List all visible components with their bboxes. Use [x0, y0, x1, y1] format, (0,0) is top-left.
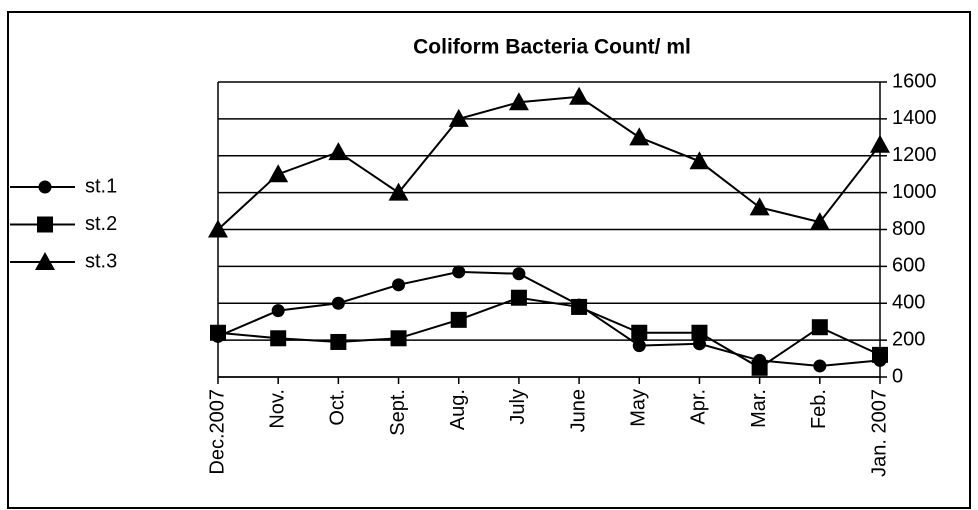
- y-tick-label: 400: [892, 292, 925, 314]
- point: [870, 134, 890, 153]
- point: [330, 333, 347, 350]
- x-tick-label: Mar.: [748, 389, 770, 428]
- x-tick-label: Jan. 2007: [868, 389, 890, 477]
- legend-marker: [38, 180, 52, 194]
- series-line: [217, 296, 881, 369]
- legend-label: st.1: [85, 175, 117, 197]
- point: [569, 86, 590, 105]
- x-tick-label: Sept.: [387, 389, 409, 436]
- point: [689, 151, 710, 170]
- point: [813, 359, 827, 373]
- y-tick-label: 200: [892, 328, 925, 350]
- point: [809, 212, 830, 231]
- x-tick-label: Nov.: [266, 389, 288, 429]
- x-tick-label: Aug.: [447, 389, 469, 430]
- x-tick-label: June: [567, 389, 589, 432]
- x-tick-label: Oct.: [327, 389, 349, 426]
- y-tick-label: 1200: [892, 144, 937, 166]
- point: [508, 92, 529, 111]
- legend-label: st.2: [85, 213, 117, 235]
- point: [632, 339, 646, 353]
- point: [331, 296, 345, 310]
- chart-title: Coliform Bacteria Count/ ml: [413, 36, 691, 59]
- point: [268, 164, 289, 183]
- point: [512, 267, 526, 281]
- point: [510, 289, 527, 306]
- point: [631, 324, 648, 341]
- x-tick-label: Feb.: [808, 389, 830, 429]
- legend-marker: [37, 216, 53, 233]
- point: [749, 197, 770, 216]
- point: [210, 324, 226, 341]
- y-tick-label: 1400: [892, 107, 937, 129]
- point: [629, 127, 650, 146]
- y-tick-label: 800: [892, 218, 925, 240]
- point: [328, 142, 349, 161]
- point: [452, 265, 466, 279]
- point: [208, 219, 228, 238]
- x-tick-label: July: [507, 389, 529, 425]
- series-line: [217, 95, 881, 231]
- point: [271, 304, 285, 318]
- point: [751, 359, 768, 376]
- point: [448, 108, 469, 127]
- point: [872, 346, 888, 363]
- y-tick-label: 1000: [892, 181, 937, 203]
- legend-marker: [35, 252, 55, 270]
- series-line: [217, 270, 881, 367]
- legend-label: st.3: [85, 250, 117, 272]
- point: [390, 330, 407, 347]
- x-tick-label: Dec.2007: [206, 389, 228, 475]
- point: [392, 278, 406, 292]
- point: [691, 324, 708, 341]
- y-tick-label: 600: [892, 255, 925, 277]
- x-tick-label: May: [628, 389, 650, 427]
- point: [270, 330, 287, 347]
- point: [388, 182, 409, 201]
- x-tick-label: Apr.: [688, 389, 710, 425]
- y-tick-label: 0: [892, 365, 903, 387]
- point: [450, 311, 467, 328]
- point: [571, 298, 588, 315]
- chart-border: [7, 11, 971, 509]
- y-tick-label: 1600: [892, 70, 937, 92]
- point: [811, 319, 828, 336]
